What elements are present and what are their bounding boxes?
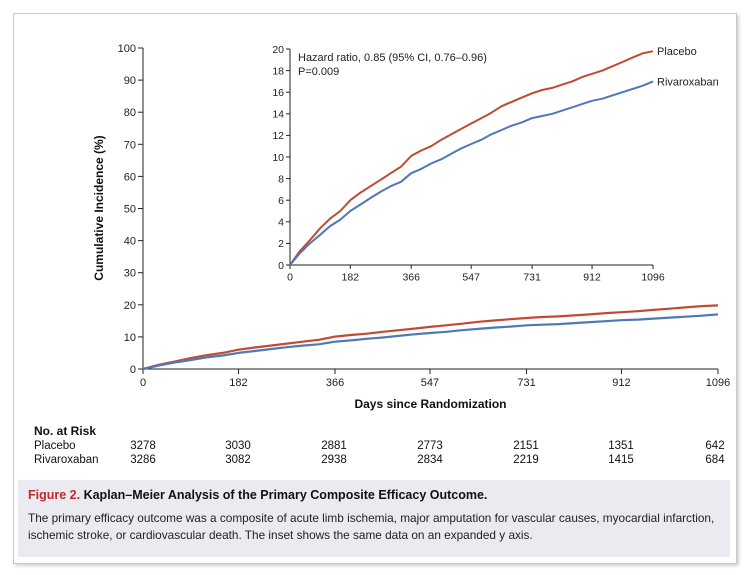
caption-body: The primary efficacy outcome was a compo… — [28, 511, 715, 542]
x-tick-label: 912 — [612, 377, 630, 389]
series-label-rivaroxaban: Rivaroxaban — [657, 76, 719, 88]
risk-value: 3030 — [225, 440, 251, 452]
inset-x-tick-label: 366 — [402, 272, 420, 284]
y-tick-label: 40 — [124, 236, 136, 248]
inset-y-tick-label: 18 — [272, 65, 284, 77]
risk-row-label: Rivaroxaban — [34, 454, 99, 466]
risk-row-placebo: Placebo 3278 3030 2881 2773 2151 1351 64… — [0, 440, 750, 454]
inset-x-tick-label: 731 — [523, 272, 541, 284]
hazard-ratio-annotation: Hazard ratio, 0.85 (95% CI, 0.76–0.96) — [298, 52, 487, 64]
y-tick-label: 0 — [130, 364, 136, 376]
risk-row-rivaroxaban: Rivaroxaban 3286 3082 2938 2834 2219 141… — [0, 454, 750, 468]
risk-value: 2219 — [513, 454, 539, 466]
inset-y-tick-label: 20 — [272, 44, 284, 56]
risk-value: 3082 — [225, 454, 251, 466]
series-line-rivaroxaban — [142, 313, 719, 371]
p-value-annotation: P=0.009 — [298, 66, 339, 78]
inset-x-tick-label: 182 — [342, 272, 360, 284]
inset-x-tick-label: 912 — [583, 272, 601, 284]
figure-caption: Figure 2. Kaplan–Meier Analysis of the P… — [18, 480, 730, 557]
x-axis-title: Days since Randomization — [354, 397, 506, 411]
inset-y-tick-label: 2 — [278, 238, 284, 250]
x-tick-label: 731 — [517, 377, 535, 389]
risk-value: 3278 — [130, 440, 156, 452]
risk-row-label: Placebo — [34, 440, 76, 452]
risk-table-header: No. at Risk — [34, 424, 97, 438]
y-axis-title: Cumulative Incidence (%) — [92, 135, 106, 280]
risk-value: 1351 — [608, 440, 634, 452]
y-tick-label: 80 — [124, 107, 136, 119]
inset-y-tick-label: 10 — [272, 152, 284, 164]
y-tick-label: 10 — [124, 332, 136, 344]
y-tick-label: 30 — [124, 268, 136, 280]
y-tick-label: 70 — [124, 139, 136, 151]
risk-value: 2773 — [417, 440, 443, 452]
x-tick-label: 0 — [140, 377, 146, 389]
y-tick-label: 20 — [124, 300, 136, 312]
caption-title: Figure 2. Kaplan–Meier Analysis of the P… — [28, 488, 487, 502]
series-line-placebo — [142, 304, 719, 371]
y-tick-label: 90 — [124, 75, 136, 87]
x-tick-label: 366 — [326, 377, 344, 389]
risk-value: 2834 — [417, 454, 443, 466]
kaplan-meier-chart: 0 182 366 547 731 912 109601020304050607080901… — [92, 43, 730, 411]
x-tick-label: 182 — [229, 377, 247, 389]
risk-value: 642 — [705, 440, 725, 452]
caption-heading: Kaplan–Meier Analysis of the Primary Com… — [83, 488, 488, 502]
x-tick-label: 1096 — [706, 377, 730, 389]
risk-value: 684 — [705, 454, 725, 466]
inset-y-tick-label: 6 — [278, 195, 284, 207]
inset-y-tick-label: 4 — [278, 217, 284, 229]
figure-number: Figure 2. — [28, 488, 81, 502]
inset-y-tick-label: 8 — [278, 173, 284, 185]
risk-value: 1415 — [608, 454, 634, 466]
series-label-placebo: Placebo — [657, 46, 697, 58]
risk-value: 2881 — [321, 440, 347, 452]
inset-x-tick-label: 1096 — [641, 272, 665, 284]
inset-series-line-rivaroxaban — [289, 80, 654, 266]
risk-value: 2151 — [513, 440, 539, 452]
risk-value: 3286 — [130, 454, 156, 466]
y-tick-label: 100 — [118, 43, 136, 55]
figure-frame — [13, 13, 737, 564]
inset-y-tick-label: 16 — [272, 87, 284, 99]
y-tick-label: 60 — [124, 171, 136, 183]
inset-y-tick-label: 14 — [272, 109, 284, 121]
inset-x-tick-label: 0 — [287, 272, 293, 284]
y-tick-label: 50 — [124, 203, 136, 215]
inset-series-line-placebo — [289, 50, 654, 266]
x-tick-label: 547 — [421, 377, 439, 389]
inset-x-tick-label: 547 — [462, 272, 480, 284]
risk-value: 2938 — [321, 454, 347, 466]
inset-y-tick-label: 0 — [278, 260, 284, 272]
inset-y-tick-label: 12 — [272, 130, 284, 142]
